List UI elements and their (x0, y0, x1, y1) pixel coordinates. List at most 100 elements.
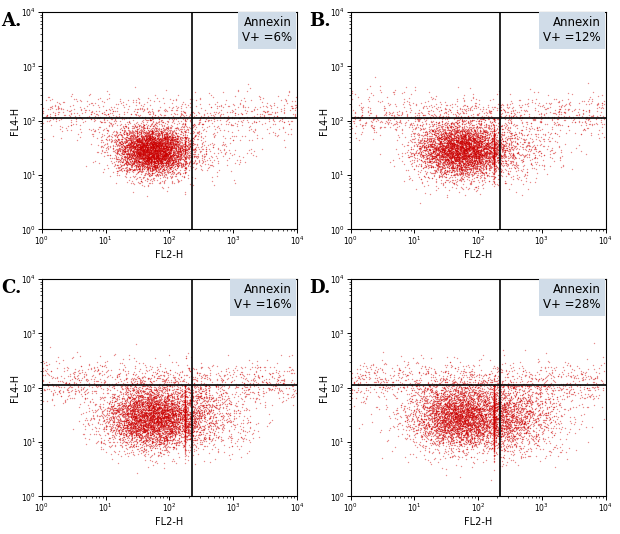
Point (497, 111, 507, 120)
Point (495, 397, 505, 406)
Point (128, 415, 138, 423)
Point (493, 146, 503, 154)
Point (505, 169, 515, 178)
Point (147, 430, 157, 438)
Point (412, 151, 422, 160)
Point (439, 160, 449, 169)
Point (164, 147, 174, 155)
Point (475, 411, 485, 419)
Point (193, 418, 203, 426)
Point (224, 368, 234, 376)
Point (421, 411, 431, 419)
Point (454, 436, 464, 445)
Point (140, 423, 149, 432)
Point (414, 115, 424, 124)
Point (485, 124, 495, 132)
Point (430, 444, 440, 453)
Point (381, 117, 391, 125)
Point (489, 136, 499, 144)
Point (179, 420, 188, 428)
Point (190, 157, 200, 166)
Point (148, 138, 157, 146)
Point (455, 400, 465, 409)
Point (132, 135, 142, 144)
Point (492, 431, 502, 439)
Point (159, 378, 169, 387)
Point (137, 139, 147, 148)
Point (550, 106, 560, 114)
Point (494, 407, 504, 416)
Point (386, 373, 396, 382)
Point (486, 436, 496, 445)
Point (471, 154, 481, 162)
Point (143, 143, 153, 151)
Point (108, 406, 118, 415)
Point (146, 404, 156, 412)
Point (547, 406, 557, 415)
Point (192, 406, 202, 415)
Point (516, 191, 526, 199)
Point (213, 434, 223, 442)
Point (453, 403, 463, 411)
Point (131, 163, 141, 171)
Point (45, 342, 55, 351)
Point (469, 160, 479, 168)
Point (431, 130, 441, 139)
Point (459, 139, 469, 148)
Point (564, 406, 574, 414)
Point (495, 403, 505, 412)
Point (127, 159, 137, 168)
Point (437, 409, 447, 418)
Point (507, 413, 516, 422)
Point (458, 143, 467, 152)
Point (489, 411, 499, 420)
Point (181, 416, 191, 425)
Point (490, 130, 500, 139)
Point (507, 107, 516, 115)
Point (180, 407, 190, 415)
Point (474, 381, 484, 389)
Point (167, 419, 177, 427)
Point (461, 134, 471, 143)
Point (145, 170, 155, 179)
Point (117, 417, 127, 426)
Point (162, 159, 172, 167)
Point (150, 128, 160, 137)
Point (144, 135, 154, 143)
Point (446, 132, 456, 141)
Point (511, 398, 521, 407)
Point (147, 150, 157, 159)
Point (149, 143, 159, 151)
Point (516, 382, 526, 390)
Point (136, 137, 146, 145)
Point (45, 105, 55, 113)
Point (428, 405, 438, 413)
Point (456, 150, 466, 158)
Point (484, 388, 494, 397)
Point (465, 149, 475, 158)
Point (448, 134, 458, 143)
Point (136, 376, 146, 385)
Point (201, 387, 211, 396)
Point (164, 152, 174, 161)
Point (492, 428, 502, 437)
Point (187, 439, 197, 448)
Point (196, 426, 206, 435)
Point (482, 154, 492, 163)
Point (446, 119, 456, 127)
Point (442, 141, 452, 150)
Point (156, 144, 166, 152)
Point (177, 134, 187, 143)
Point (124, 386, 134, 395)
Point (144, 135, 154, 143)
Point (480, 143, 490, 152)
Point (452, 367, 462, 375)
Point (489, 414, 499, 423)
Point (417, 394, 427, 402)
Point (462, 125, 472, 134)
Point (139, 154, 149, 162)
Point (175, 144, 185, 152)
Point (490, 410, 500, 418)
Point (436, 158, 446, 166)
Point (174, 430, 184, 439)
